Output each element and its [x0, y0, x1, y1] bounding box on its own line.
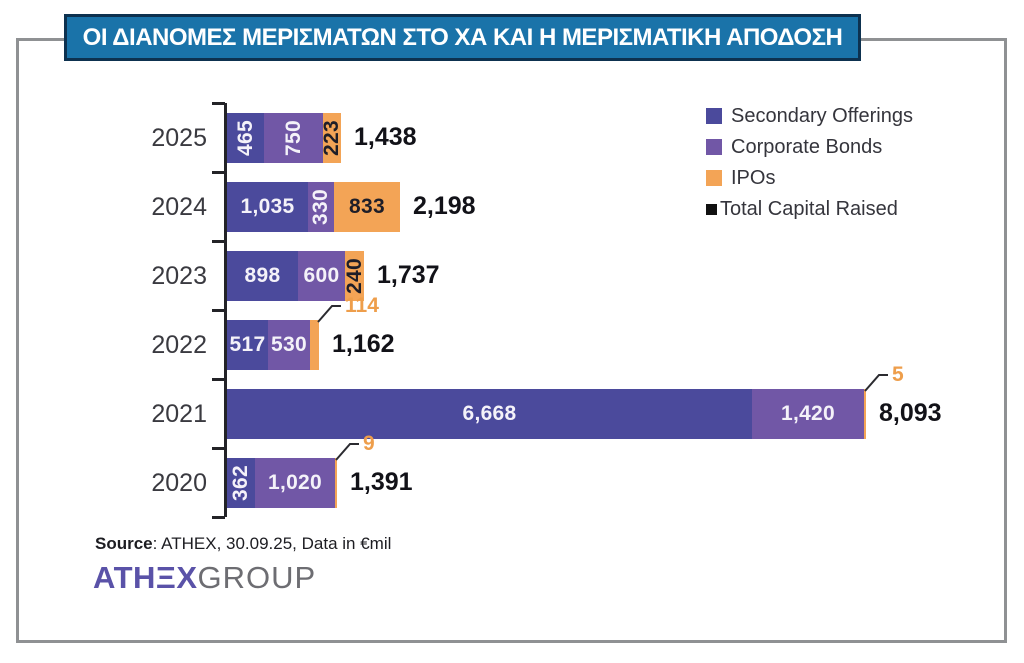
total-value-label: 1,737: [377, 260, 440, 289]
legend-item-secondary-offerings: Secondary Offerings: [706, 104, 913, 128]
bar-segment-corporate-bonds: 530: [268, 319, 310, 370]
bar-segment-corporate-bonds: 750: [264, 112, 323, 163]
chart-legend: Secondary Offerings Corporate Bonds IPOs To…: [706, 104, 913, 228]
bar-segment-corporate-bonds: 1,020: [255, 457, 335, 508]
bar-row-2024: 1,035 330 833: [227, 181, 400, 232]
segment-value-label: 6,668: [462, 401, 517, 425]
total-value-label: 1,438: [354, 122, 417, 151]
total-value-label: 2,198: [413, 191, 476, 220]
year-label: 2024: [151, 192, 207, 221]
bar-segment-ipos: [310, 319, 319, 370]
bar-row-2020: 362 1,020: [227, 457, 337, 508]
axis-tick: [212, 516, 225, 519]
segment-value-label: 1,420: [780, 401, 836, 425]
page-title-text: ΟΙ ΔΙΑΝΟΜΕΣ ΜΕΡΙΣΜΑΤΩΝ ΣΤΟ ΧΑ ΚΑΙ Η ΜΕΡΙ…: [82, 23, 843, 51]
bar-segment-secondary-offerings: 465: [227, 112, 264, 163]
legend-marker: [706, 170, 722, 186]
year-label: 2023: [151, 261, 207, 290]
page-title: ΟΙ ΔΙΑΝΟΜΕΣ ΜΕΡΙΣΜΑΤΩΝ ΣΤΟ ΧΑ ΚΑΙ Η ΜΕΡΙ…: [64, 14, 861, 61]
segment-value-label: 833: [349, 194, 385, 218]
total-value-label: 1,391: [350, 467, 413, 496]
source-label: Source: [95, 534, 153, 553]
bar-segment-corporate-bonds: 600: [298, 250, 345, 301]
legend-label: IPOs: [731, 166, 776, 189]
segment-value-label: 465: [233, 119, 257, 156]
segment-value-label: 517: [229, 332, 266, 356]
callout-leader-line: [864, 373, 888, 392]
segment-value-label: 240: [342, 257, 366, 294]
year-label: 2025: [151, 123, 207, 152]
callout-leader-line: [335, 442, 359, 461]
bar-segment-secondary-offerings: 362: [227, 457, 255, 508]
source-note: Source: ATHEX, 30.09.25, Data in €mil: [95, 534, 391, 554]
legend-marker: [706, 108, 722, 124]
segment-value-label: 530: [271, 332, 307, 356]
bar-segment-ipos: 240: [342, 250, 366, 301]
segment-value-label: 1,035: [240, 194, 295, 218]
axis-tick: [212, 378, 225, 381]
bar-segment-secondary-offerings: 898: [227, 250, 298, 301]
bar-segment-ipos: 833: [334, 181, 400, 232]
bar-row-2023: 898 600 240: [227, 250, 366, 301]
callout-value-label: 114: [345, 293, 379, 317]
axis-tick: [212, 240, 225, 243]
bar-segment-secondary-offerings: 6,668: [227, 388, 752, 439]
legend-item-corporate-bonds: Corporate Bonds: [706, 135, 913, 159]
legend-marker: [706, 139, 722, 155]
segment-value-label: 223: [320, 119, 343, 156]
bar-segment-corporate-bonds: 330: [308, 181, 334, 232]
legend-label: Total Capital Raised: [720, 197, 898, 220]
bar-segment-secondary-offerings: 1,035: [227, 181, 308, 232]
callout-value-label: 9: [363, 431, 375, 455]
bar-row-2022: 517 530: [227, 319, 319, 370]
year-label: 2020: [151, 468, 207, 497]
segment-value-label: 330: [309, 188, 332, 225]
bar-segment-ipos: 223: [320, 112, 343, 163]
callout-value-label: 5: [892, 362, 904, 386]
legend-item-ipos: IPOs: [706, 166, 913, 190]
legend-item-total-capital-raised: Total Capital Raised: [706, 197, 913, 221]
segment-value-label: 898: [244, 263, 281, 287]
bar-row-2021: 6,668 1,420: [227, 388, 866, 439]
athex-group-logo: ATHΞXGROUP: [93, 560, 316, 596]
axis-tick: [212, 171, 225, 174]
legend-label: Secondary Offerings: [731, 104, 913, 127]
bar-segment-corporate-bonds: 1,420: [752, 388, 864, 439]
segment-value-label: 362: [229, 464, 252, 501]
segment-value-label: 750: [281, 119, 305, 156]
total-value-label: 1,162: [332, 329, 395, 358]
axis-tick: [212, 102, 225, 105]
year-label: 2021: [151, 399, 207, 428]
year-label: 2022: [151, 330, 207, 359]
axis-tick: [212, 309, 225, 312]
y-axis-line: [224, 103, 227, 517]
bar-segment-ipos: [864, 388, 866, 439]
segment-value-label: 600: [303, 263, 340, 287]
legend-marker: [706, 203, 717, 215]
bar-segment-secondary-offerings: 517: [227, 319, 268, 370]
bar-row-2025: 465 750 223: [227, 112, 343, 163]
total-value-label: 8,093: [879, 398, 942, 427]
chart-frame: [16, 38, 1007, 643]
logo-athex-text: ATHΞX: [93, 560, 198, 595]
bar-segment-ipos: [335, 457, 337, 508]
callout-leader-line: [317, 304, 341, 323]
logo-group-text: GROUP: [197, 560, 317, 595]
source-text: : ATHEX, 30.09.25, Data in €mil: [152, 534, 392, 553]
axis-tick: [212, 447, 225, 450]
segment-value-label: 1,020: [267, 470, 323, 494]
legend-label: Corporate Bonds: [731, 135, 883, 158]
